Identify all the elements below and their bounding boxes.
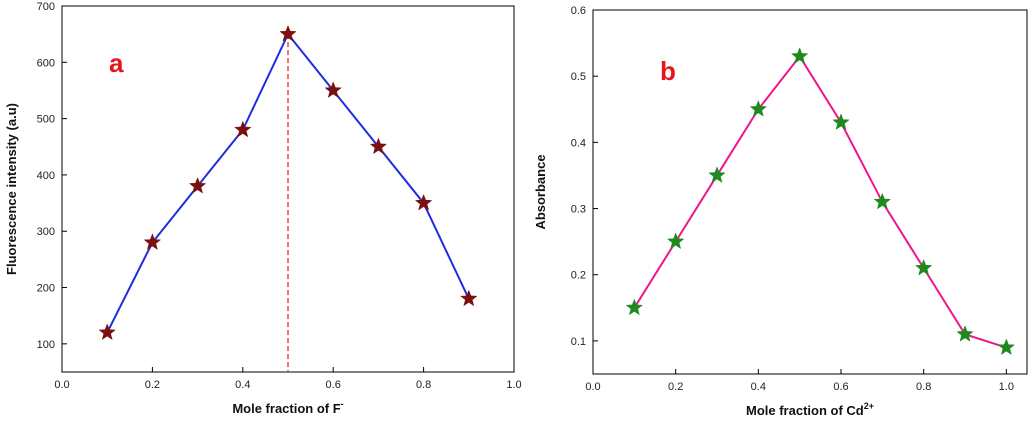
x-axis-label-sup-a: - bbox=[341, 399, 344, 409]
data-point-b bbox=[998, 338, 1015, 355]
data-markers-a bbox=[98, 25, 478, 340]
y-tick-label-a: 100 bbox=[37, 339, 55, 351]
x-tick-label-a: 0.8 bbox=[416, 379, 431, 391]
data-point-a bbox=[460, 290, 478, 306]
data-point-b bbox=[708, 166, 726, 183]
y-tick-label-b: 0.3 bbox=[571, 204, 586, 216]
panel-label-b: b bbox=[660, 56, 676, 86]
y-tick-label-a: 500 bbox=[37, 114, 55, 126]
x-axis-label-text-a: Mole fraction of F bbox=[232, 401, 340, 416]
y-tick-label-b: 0.5 bbox=[571, 71, 586, 83]
data-point-a bbox=[189, 177, 206, 194]
y-axis-label-b: Absorbance bbox=[533, 154, 548, 229]
x-tick-label-a: 0.2 bbox=[145, 379, 160, 391]
x-tick-label-a: 0.0 bbox=[54, 379, 69, 391]
data-point-a bbox=[234, 121, 252, 137]
data-point-a bbox=[415, 194, 432, 211]
x-tick-label-b: 0.4 bbox=[751, 381, 766, 393]
x-tick-label-a: 0.6 bbox=[326, 379, 341, 391]
data-point-a bbox=[324, 81, 342, 98]
x-tick-label-b: 1.0 bbox=[999, 381, 1014, 393]
series-line-b bbox=[633, 54, 1007, 349]
data-point-a bbox=[370, 138, 387, 154]
data-point-b bbox=[791, 47, 808, 64]
y-axis-label-a: Fluorescence intensity (a.u) bbox=[4, 103, 19, 275]
y-tick-label-a: 300 bbox=[37, 226, 55, 238]
data-point-b bbox=[874, 193, 891, 210]
data-point-b bbox=[832, 113, 850, 130]
data-point-a bbox=[279, 25, 297, 42]
x-tick-label-a: 1.0 bbox=[506, 379, 521, 391]
y-tick-label-b: 0.4 bbox=[571, 137, 586, 149]
y-tick-label-b: 0.6 bbox=[571, 5, 586, 17]
x-axis-label-b: Mole fraction of Cd2+ bbox=[746, 401, 874, 418]
x-tick-label-b: 0.0 bbox=[585, 381, 600, 393]
panel-label-a: a bbox=[109, 48, 124, 78]
y-tick-label-b: 0.2 bbox=[571, 270, 586, 282]
y-tick-label-a: 200 bbox=[37, 283, 55, 295]
data-point-b bbox=[750, 100, 767, 117]
data-point-b bbox=[915, 259, 932, 276]
chart-panel-b: 0.0 0.2 0.4 0.6 0.8 1.0 0.1 0.2 0.3 0.4 0.5 0.6 b M… bbox=[533, 5, 1028, 418]
chart-panel-a: 0.0 0.2 0.4 0.6 0.8 1.0100200300400500600700 … bbox=[4, 1, 522, 416]
y-tick-label-a: 700 bbox=[37, 1, 55, 13]
axis-ticks-a: 0.0 0.2 0.4 0.6 0.8 1.0 100 200 300 400 500 600 700 bbox=[37, 1, 522, 391]
x-tick-label-a: 0.4 bbox=[235, 379, 250, 391]
data-point-a bbox=[144, 233, 161, 250]
y-tick-label-a: 600 bbox=[37, 57, 55, 69]
y-tick-label-a: 400 bbox=[37, 170, 55, 182]
x-axis-label-a: Mole fraction of F- bbox=[232, 399, 343, 416]
data-point-b bbox=[956, 325, 974, 342]
x-axis-label-sup-b: 2+ bbox=[864, 401, 874, 411]
y-tick-label-b: 0.1 bbox=[571, 336, 586, 348]
x-tick-label-b: 0.2 bbox=[668, 381, 683, 393]
data-point-b bbox=[626, 299, 643, 315]
x-tick-label-b: 0.6 bbox=[833, 381, 848, 393]
x-tick-label-b: 0.8 bbox=[916, 381, 931, 393]
data-point-a bbox=[98, 323, 116, 340]
data-markers-b bbox=[626, 47, 1015, 355]
data-point-b bbox=[667, 232, 684, 249]
axis-ticks-b: 0.0 0.2 0.4 0.6 0.8 1.0 0.1 0.2 0.3 0.4 0.5 0.6 bbox=[571, 5, 1014, 393]
plot-frame-b bbox=[592, 9, 1028, 375]
x-axis-label-text-b: Mole fraction of Cd bbox=[746, 403, 864, 418]
